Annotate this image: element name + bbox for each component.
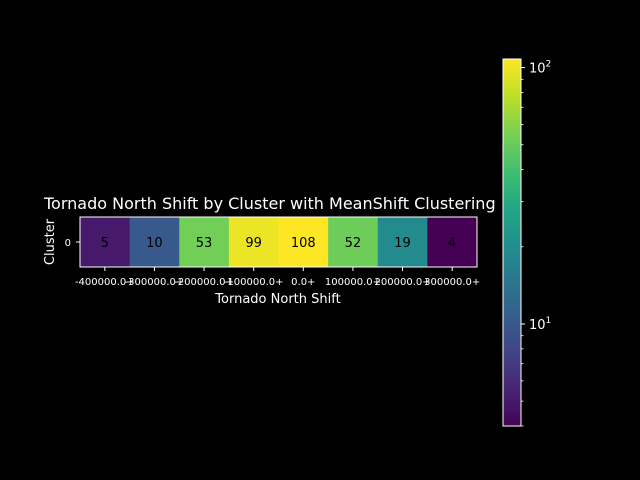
x-axis-label: Tornado North Shift	[214, 292, 340, 307]
cell-value-label: 10	[146, 236, 163, 251]
y-axis-label: Cluster	[43, 218, 58, 265]
x-tick-label: 200000.0+	[375, 277, 431, 288]
x-tick-label: -200000.0+	[174, 277, 234, 288]
cell-value-label: 53	[196, 236, 213, 251]
colorbar-ticks: 101 102	[521, 60, 551, 427]
y-axis-ticks: 0	[65, 238, 80, 249]
colorbar-tick-label: 102	[529, 60, 551, 77]
colorbar-tick-label: 101	[529, 316, 551, 333]
heatmap-cells	[80, 217, 478, 267]
chart-title: Tornado North Shift by Cluster with Mean…	[43, 194, 496, 213]
heatmap-cell	[228, 217, 279, 267]
cell-value-label: 4	[448, 236, 456, 251]
cell-value-label: 19	[394, 236, 411, 251]
heatmap-cell	[179, 217, 230, 267]
x-axis-ticks: -400000.0+-300000.0+-200000.0+-100000.0+…	[75, 267, 480, 288]
heatmap-cell	[80, 217, 131, 267]
x-tick-label: 300000.0+	[424, 277, 480, 288]
heatmap-cell	[328, 217, 379, 267]
cell-value-label: 99	[245, 236, 262, 251]
heatmap-cell	[427, 217, 478, 267]
cell-value-labels: 5 10 53 99 108 52 19 4	[101, 236, 457, 251]
x-tick-label: 100000.0+	[325, 277, 381, 288]
heatmap-cell	[129, 217, 180, 267]
x-tick-label: 0.0+	[291, 277, 315, 288]
heatmap-cell	[377, 217, 428, 267]
heatmap-cell	[278, 217, 329, 267]
cell-value-label: 52	[345, 236, 362, 251]
colorbar	[502, 58, 522, 427]
x-tick-label: -400000.0+	[75, 277, 135, 288]
x-tick-label: -300000.0+	[125, 277, 185, 288]
cell-value-label: 5	[101, 236, 109, 251]
y-tick-label: 0	[65, 238, 71, 249]
x-tick-label: -100000.0+	[224, 277, 284, 288]
cell-value-label: 108	[291, 236, 316, 251]
